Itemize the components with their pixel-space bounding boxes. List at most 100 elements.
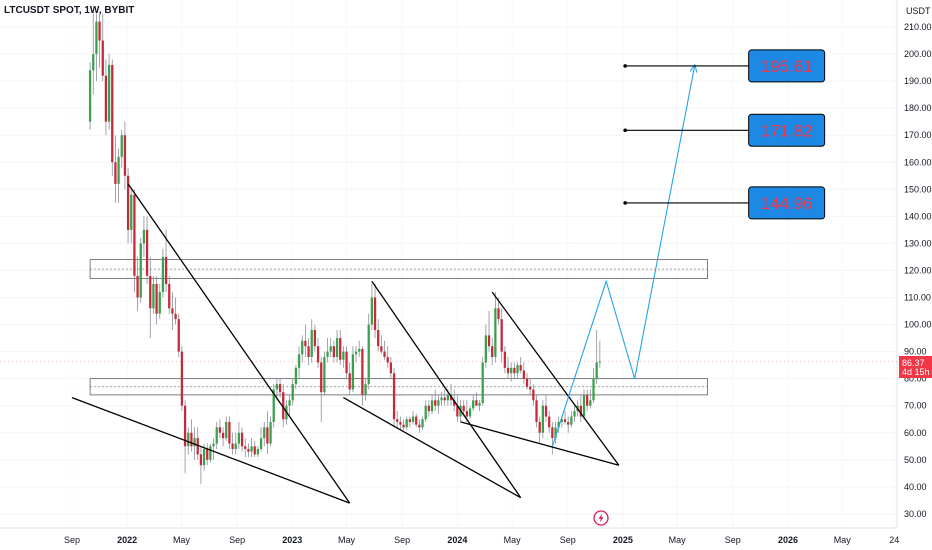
candle-body [462,405,465,412]
candle [392,367,396,428]
x-tick-label: 2026 [778,535,798,545]
candle-body [104,75,108,122]
candle-body [117,156,120,184]
candle-body [111,64,114,163]
candle-body [237,432,241,444]
candle-body [554,427,557,439]
candle [386,346,389,368]
candles [88,13,601,485]
candle [348,362,351,395]
trendline[interactable] [371,280,522,499]
trendline[interactable] [491,291,620,466]
bar-countdown: 4d 15h [902,367,930,377]
candle [563,411,567,425]
candle-body [351,354,355,390]
y-tick-label: 50.00 [904,455,927,465]
trendline[interactable] [127,183,351,504]
candle [190,419,193,452]
trendline[interactable] [343,397,522,499]
candle [152,275,155,314]
candle-body [487,335,491,347]
candle [497,297,500,325]
candle-body [133,194,136,276]
projection-line[interactable] [551,64,696,447]
candle-body [92,54,95,71]
time-axis[interactable]: Sep 2022 May Sep 2023 May Sep 2024 May Sep 2025 May… [64,535,899,545]
target-box [748,186,826,220]
candle [411,411,415,425]
candle [117,148,120,203]
y-tick-label: 130.00 [904,238,932,248]
candle-body [465,411,469,417]
candle-body [196,438,199,455]
target-box [748,113,826,147]
target-level[interactable]: 195.61 [623,49,826,83]
candle [139,237,142,303]
x-tick-label: May [173,535,191,545]
candle-body [307,346,310,358]
x-tick-label: Sep [64,535,80,545]
candle [510,362,513,382]
candle [494,292,497,363]
candle [126,167,130,244]
candle-body [231,443,234,449]
trendline[interactable] [71,396,350,504]
candle-body [373,297,377,330]
candle [291,378,294,406]
candle [272,384,275,428]
y-tick-label: 40.00 [904,482,927,492]
candle [373,283,377,339]
candle [158,283,161,320]
candle [231,432,234,455]
target-level[interactable]: 144.96 [623,186,826,220]
candle-body [475,400,478,406]
candle [481,357,484,406]
candle [364,378,367,401]
candle-body [244,446,247,449]
trendline[interactable] [460,421,620,466]
candle [389,357,393,379]
candle-body [142,229,146,244]
candle-body [440,397,443,401]
candle-body [449,394,453,401]
candle [402,419,405,431]
candle-body [139,243,142,298]
candle [161,248,165,298]
candle [301,335,304,363]
candle-body [544,405,548,417]
candle-body [326,351,329,358]
candle [532,384,535,406]
candle-body [158,292,161,314]
candle [449,384,453,406]
candle [529,378,532,395]
candle-body [120,135,123,157]
candle-body [430,400,434,412]
candle-body [206,448,209,460]
candle [212,438,215,460]
candle [487,311,491,352]
candle [310,319,313,363]
candle-body [453,400,456,406]
candle [282,384,285,428]
lightning-icon[interactable] [593,510,609,526]
candle [430,394,434,414]
x-tick-label: May [669,535,687,545]
candle [228,416,231,449]
candle [345,346,348,379]
candle-body [497,308,500,320]
y-tick-label: 170.00 [904,130,932,140]
candle-body [101,40,104,76]
target-level[interactable]: 171.82 [623,113,826,147]
candle [503,346,506,374]
candle [478,400,481,412]
candle [307,338,310,366]
candle-body [503,351,506,368]
candle-body [164,256,168,284]
candle-body [88,70,92,122]
candle [335,329,339,363]
candle-body [589,400,592,406]
candle [582,389,586,420]
candle-body [174,313,177,320]
price-axis[interactable]: 30.00 40.00 50.00 60.00 70.00 80.00 90.00 100.0… [904,22,932,519]
